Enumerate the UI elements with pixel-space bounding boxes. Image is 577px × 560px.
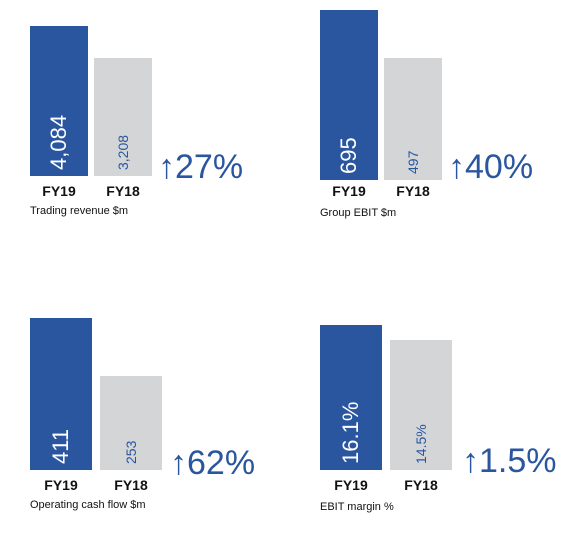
chart-trading-revenue: 4,084 FY19 3,208 FY18 ↑27% Trading revenue $m xyxy=(30,18,300,258)
chart-group-ebit: 695 FY19 497 FY18 ↑40% Group EBIT $m xyxy=(320,10,577,250)
category-label: FY18 xyxy=(396,183,430,199)
bar-fy19: 411 xyxy=(30,318,92,470)
chart-operating-cash-flow: 411 FY19 253 FY18 ↑62% Operating cash flow $m xyxy=(30,318,300,558)
category-label: FY19 xyxy=(334,477,368,493)
chart-caption: Operating cash flow $m xyxy=(30,499,146,511)
bar-value-label: 3,208 xyxy=(115,134,131,170)
bar-fy19: 695 xyxy=(320,10,378,180)
bar-value-label: 411 xyxy=(48,428,73,464)
bar-value-label: 16.1% xyxy=(338,401,363,464)
bar-fy18: 3,208 xyxy=(94,58,152,176)
category-label: FY18 xyxy=(114,477,148,493)
bar-value-label: 14.5% xyxy=(413,424,429,464)
bar-fy19: 4,084 xyxy=(30,26,88,176)
bar-fy18: 253 xyxy=(100,376,162,470)
bar-value-label: 4,084 xyxy=(46,114,71,170)
category-label: FY18 xyxy=(404,477,438,493)
bar-value-label: 695 xyxy=(336,137,361,174)
bar-value-label: 253 xyxy=(123,440,139,464)
change-percent: ↑27% xyxy=(158,148,244,186)
category-label: FY19 xyxy=(42,183,76,199)
chart-caption: Group EBIT $m xyxy=(320,207,397,219)
category-label: FY18 xyxy=(106,183,140,199)
change-percent: ↑40% xyxy=(448,148,534,186)
change-percent: ↑62% xyxy=(170,444,256,482)
bar-fy18: 14.5% xyxy=(390,340,452,470)
chart-caption: EBIT margin % xyxy=(320,501,394,513)
category-label: FY19 xyxy=(44,477,78,493)
bar-value-label: 497 xyxy=(405,150,421,174)
chart-caption: Trading revenue $m xyxy=(30,205,129,217)
category-label: FY19 xyxy=(332,183,366,199)
chart-ebit-margin: 16.1% FY19 14.5% FY18 ↑1.5% EBIT margin % xyxy=(320,320,577,560)
bar-fy19: 16.1% xyxy=(320,325,382,470)
bar-fy18: 497 xyxy=(384,58,442,180)
change-percent: ↑1.5% xyxy=(462,442,557,480)
